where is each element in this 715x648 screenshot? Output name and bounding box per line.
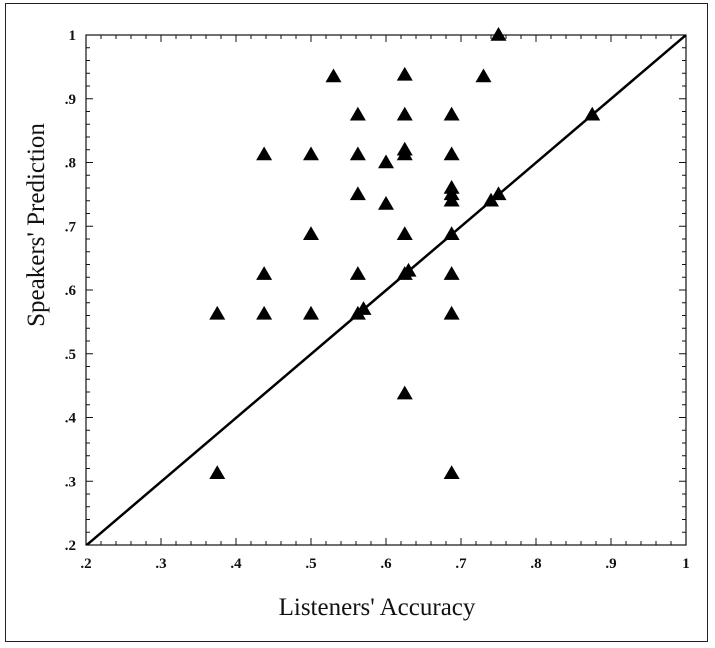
tick-labels: .2 .3 .4 .5 .6 .7 .8 .9 1 .2 .3 .4 .5 .6 .7 .8 .9 1 [65,28,690,572]
data-point [443,226,460,240]
y-tick-label: .7 [65,219,77,235]
data-point [209,465,226,480]
y-tick-label: .9 [65,92,76,108]
data-point [303,226,319,240]
data-point [490,27,507,41]
data-point [396,146,413,161]
data-point [325,68,342,83]
data-point [349,186,366,201]
y-tick-label: .6 [65,283,77,299]
data-point [443,465,460,480]
data-point [303,146,319,161]
data-point [378,195,394,210]
data-point [396,106,413,121]
data-point [256,266,273,280]
x-tick-label: .6 [380,556,392,572]
data-point [396,226,413,240]
x-tick-label: .9 [605,556,616,572]
data-point [443,305,460,320]
data-point [443,192,460,207]
data-point [349,146,366,161]
reference-line [86,35,686,545]
x-tick-label: .3 [155,556,166,572]
data-point [396,385,413,400]
data-point [584,106,601,121]
data-point [349,106,366,121]
x-tick-label: .8 [530,556,541,572]
y-tick-label: .2 [65,538,76,554]
y-tick-label: .4 [65,411,77,427]
data-points [209,27,601,480]
data-point [443,266,460,280]
data-point [475,68,492,83]
data-point [349,266,366,280]
data-point [256,305,273,320]
data-point [490,186,507,201]
data-point [443,106,460,121]
y-tick-label: .8 [65,156,76,172]
data-point [303,305,319,320]
axis-ticks [85,34,687,546]
data-point [396,66,413,81]
y-tick-label: .5 [65,347,76,363]
x-tick-label: .7 [455,556,467,572]
data-point [256,146,273,161]
y-tick-label: 1 [69,28,77,44]
x-tick-label: 1 [682,556,690,572]
y-axis-label: Speakers' Prediction [23,123,50,327]
x-tick-label: .5 [305,556,316,572]
data-point [378,154,394,169]
chart-frame [5,3,708,642]
x-tick-label: .4 [230,556,242,572]
data-point [209,305,226,320]
y-tick-label: .3 [65,474,76,490]
data-point [355,301,372,315]
data-point [443,146,460,161]
data-point [400,262,417,277]
x-axis-label: Listeners' Accuracy [279,594,476,621]
x-tick-label: .2 [80,556,91,572]
